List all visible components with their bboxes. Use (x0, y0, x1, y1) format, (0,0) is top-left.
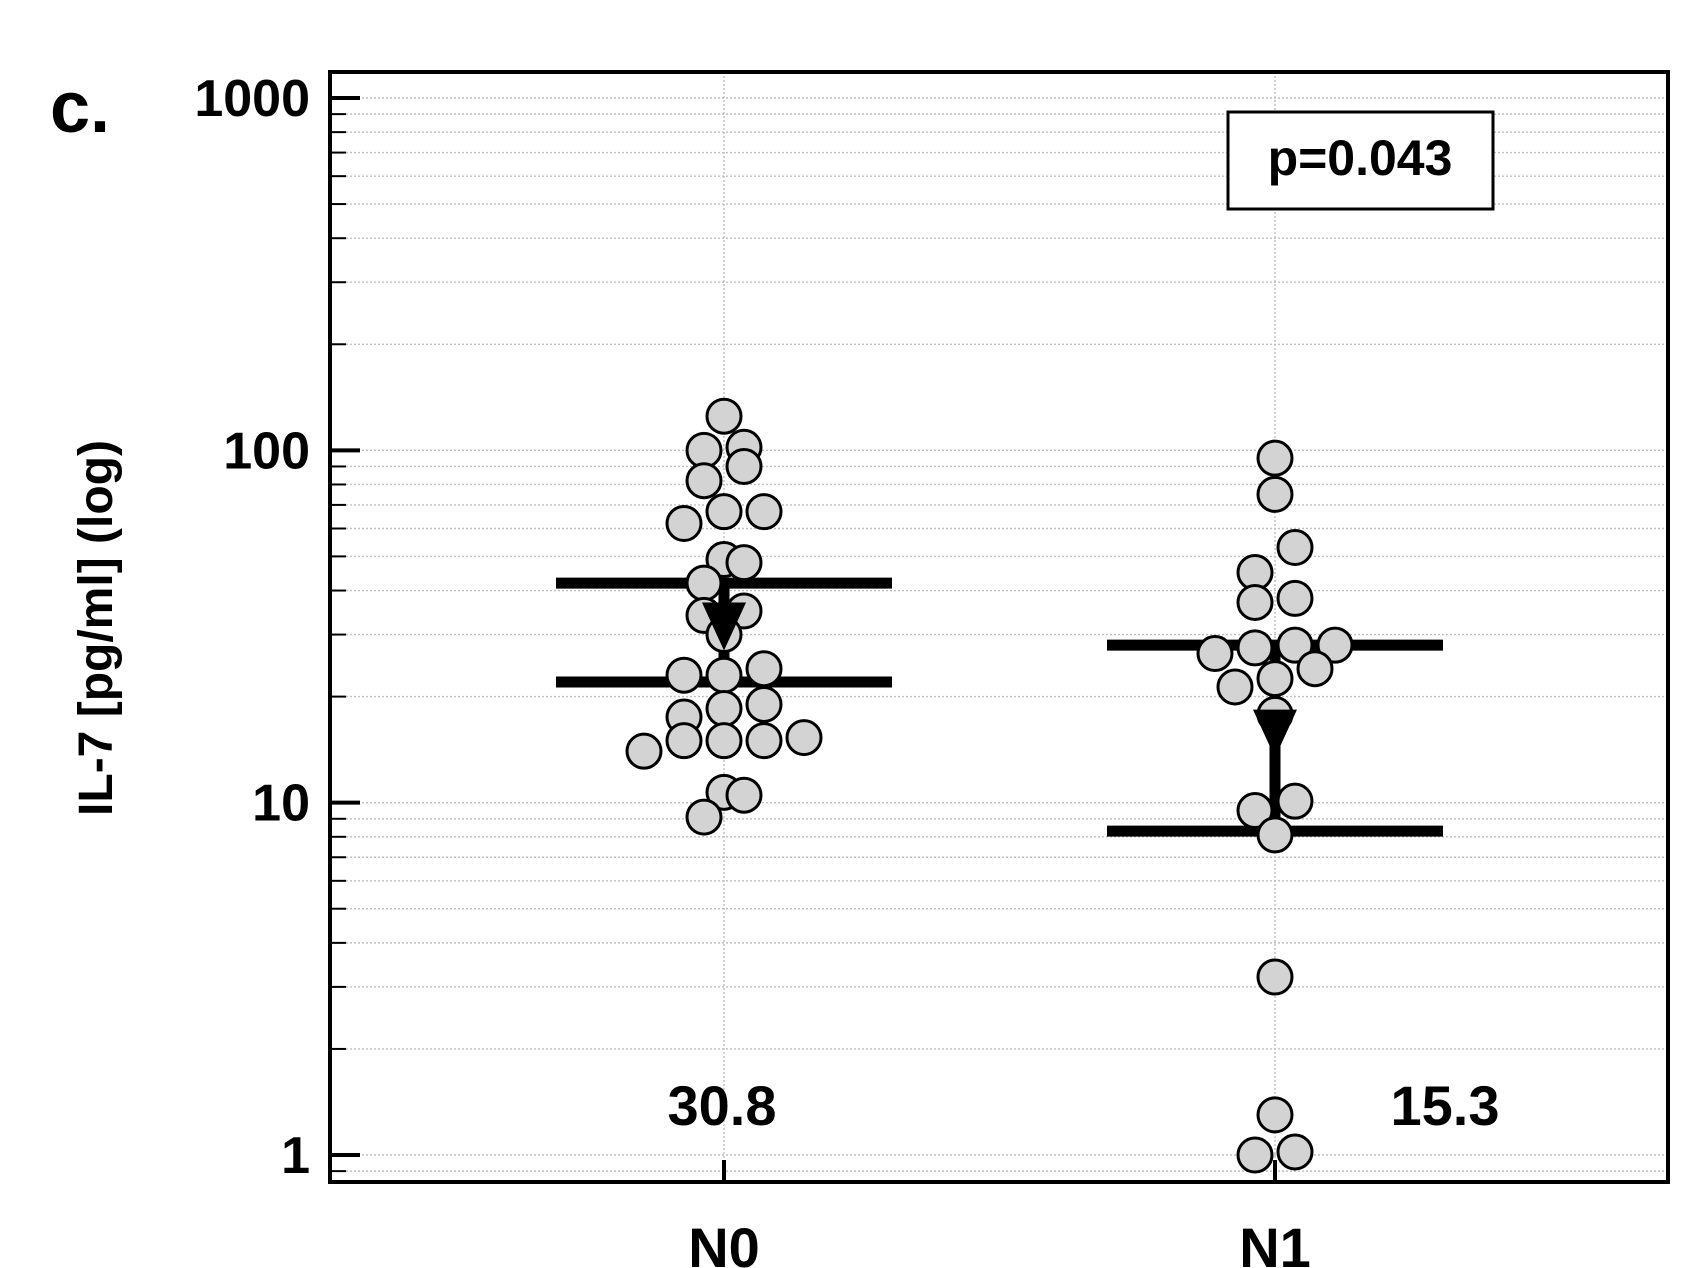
data-point (1256, 958, 1294, 996)
p-value-text: p=0.043 (1268, 130, 1453, 186)
data-point (745, 493, 783, 531)
data-point (1236, 583, 1274, 621)
data-point (705, 397, 743, 435)
data-point (1236, 1136, 1274, 1174)
data-point (1236, 792, 1274, 830)
data-point (705, 722, 743, 760)
data-point (1276, 528, 1314, 566)
data-point (1276, 626, 1314, 664)
data-point (1256, 660, 1294, 698)
median-label-n0: 30.8 (668, 1074, 777, 1137)
data-point (1276, 579, 1314, 617)
axes: 1 10 100 1000 N0 N1 (194, 70, 1670, 1268)
data-points (625, 397, 1354, 1174)
data-point (665, 656, 703, 694)
data-point (685, 462, 723, 500)
median-marker (702, 602, 746, 651)
data-point (1236, 629, 1274, 667)
chart-labels: c. IL-7 [pg/ml] (log) p=0.043 30.8 15.3 (50, 68, 1500, 1137)
data-point (725, 447, 763, 485)
x-tick-label: N0 (688, 1216, 760, 1268)
data-point (1216, 668, 1254, 706)
data-point (725, 776, 763, 814)
data-point (705, 656, 743, 694)
data-point (1296, 650, 1334, 688)
data-point (725, 544, 763, 582)
data-point (685, 564, 723, 602)
y-tick-label: 100 (223, 422, 310, 480)
data-point (685, 798, 723, 836)
p-value-annotation: p=0.043 (1226, 110, 1495, 211)
y-axis-label: IL-7 [pg/ml] (log) (70, 440, 123, 816)
plot-frame (328, 70, 1670, 1184)
data-point (1256, 475, 1294, 513)
data-point (745, 722, 783, 760)
data-point (745, 685, 783, 723)
data-point (1196, 635, 1234, 673)
data-point (1256, 1096, 1294, 1134)
data-point (665, 504, 703, 542)
panel-label: c. (50, 68, 110, 148)
y-tick-label: 1000 (194, 70, 310, 128)
data-point (665, 722, 703, 760)
median-label-n1: 15.3 (1391, 1074, 1500, 1137)
data-point (1276, 1133, 1314, 1171)
y-tick-label: 1 (281, 1127, 310, 1185)
data-point (705, 690, 743, 728)
data-point (785, 719, 823, 757)
grid (330, 72, 1668, 1182)
data-point (1256, 439, 1294, 477)
data-point (705, 493, 743, 531)
data-point (625, 732, 663, 770)
data-point (1316, 626, 1354, 664)
x-tick-label: N1 (1239, 1216, 1311, 1268)
data-point (1276, 782, 1314, 820)
median-marker (1253, 709, 1297, 758)
data-point (745, 650, 783, 688)
data-point (1256, 816, 1294, 854)
y-tick-label: 10 (252, 775, 310, 833)
